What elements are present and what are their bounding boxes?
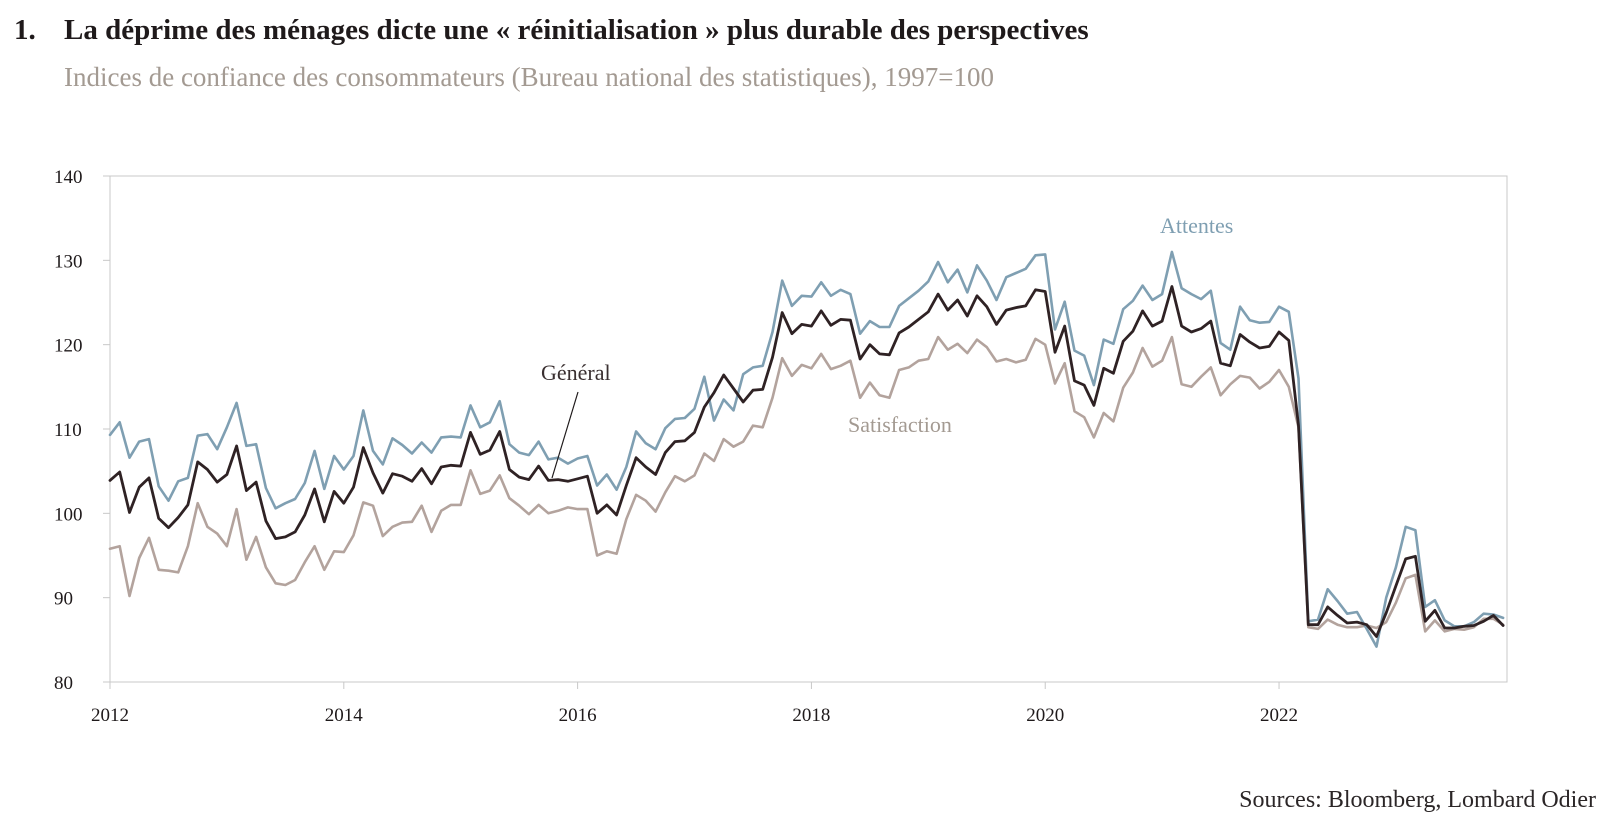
chart-title-row: 1. La déprime des ménages dicte une « ré… bbox=[14, 14, 1089, 47]
general-label-leader bbox=[551, 391, 579, 479]
general-label: Général bbox=[541, 360, 611, 385]
satisfaction-line bbox=[108, 335, 1505, 633]
y-tick-label: 120 bbox=[54, 336, 83, 357]
x-tick-label: 2012 bbox=[91, 705, 129, 726]
general-line bbox=[108, 285, 1505, 638]
source-note: Sources: Bloomberg, Lombard Odier bbox=[1239, 787, 1596, 813]
satisfaction-label: Satisfaction bbox=[848, 412, 952, 437]
x-tick-label: 2014 bbox=[325, 705, 364, 726]
y-axis: 80 90 100 110 120 130 140 bbox=[54, 167, 110, 694]
y-tick-label: 80 bbox=[54, 673, 73, 694]
x-tick-label: 2022 bbox=[1260, 705, 1298, 726]
attentes-line bbox=[108, 250, 1505, 648]
y-tick-label: 100 bbox=[54, 504, 83, 525]
x-axis: 2012 2014 2016 2018 2020 2022 bbox=[91, 682, 1298, 726]
y-tick-label: 110 bbox=[54, 420, 82, 441]
x-tick-label: 2016 bbox=[559, 705, 597, 726]
y-tick-label: 90 bbox=[54, 589, 73, 610]
x-tick-label: 2020 bbox=[1026, 705, 1064, 726]
series-lines bbox=[108, 250, 1505, 648]
y-tick-label: 130 bbox=[54, 251, 83, 272]
y-tick-label: 140 bbox=[54, 167, 83, 188]
attentes-label: Attentes bbox=[1160, 213, 1233, 238]
figure-number: 1. bbox=[14, 14, 36, 46]
x-tick-label: 2018 bbox=[792, 705, 830, 726]
chart-subtitle: Indices de confiance des consommateurs (… bbox=[64, 62, 994, 92]
chart-title: La déprime des ménages dicte une « réini… bbox=[64, 14, 1089, 46]
